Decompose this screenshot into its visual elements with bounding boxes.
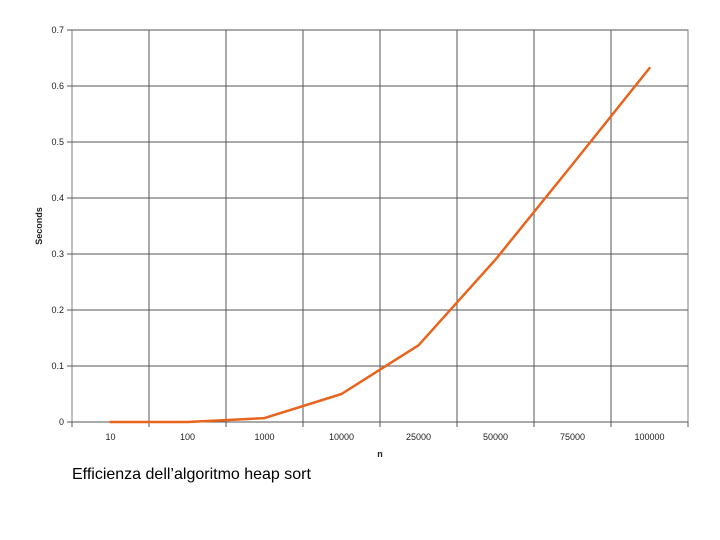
- chart-caption: Efficienza dell’algoritmo heap sort: [72, 466, 311, 483]
- x-tick-label: 100: [180, 432, 195, 442]
- series-line: [109, 66, 651, 424]
- x-tick-label: 10: [105, 432, 115, 442]
- y-tick-label: 0: [59, 417, 64, 427]
- y-tick-label: 0.5: [51, 137, 64, 147]
- x-tick-label: 100000: [634, 432, 664, 442]
- x-tick-label: 25000: [406, 432, 431, 442]
- y-tick-label: 0.7: [51, 25, 64, 35]
- x-tick-label: 50000: [483, 432, 508, 442]
- y-tick-label: 0.1: [51, 361, 64, 371]
- x-tick-label: 75000: [560, 432, 585, 442]
- heap-sort-chart: 0 0.1 0.2 0.3 0.4 0.5 0.6 0.7 10 100 1000 10000 250…: [34, 25, 689, 459]
- y-axis-title: Seconds: [34, 207, 44, 245]
- x-tick-label: 10000: [329, 432, 354, 442]
- y-tick-label: 0.3: [51, 249, 64, 259]
- x-axis-title: n: [377, 449, 383, 459]
- y-tick-label: 0.6: [51, 81, 64, 91]
- y-tick-label: 0.4: [51, 193, 64, 203]
- x-tick-label: 1000: [254, 432, 274, 442]
- series-group: [109, 66, 651, 424]
- y-axis-ticks: 0 0.1 0.2 0.3 0.4 0.5 0.6 0.7: [51, 25, 72, 427]
- x-axis-ticks: 10 100 1000 10000 25000 50000 75000 100000: [71, 422, 689, 442]
- y-tick-label: 0.2: [51, 305, 64, 315]
